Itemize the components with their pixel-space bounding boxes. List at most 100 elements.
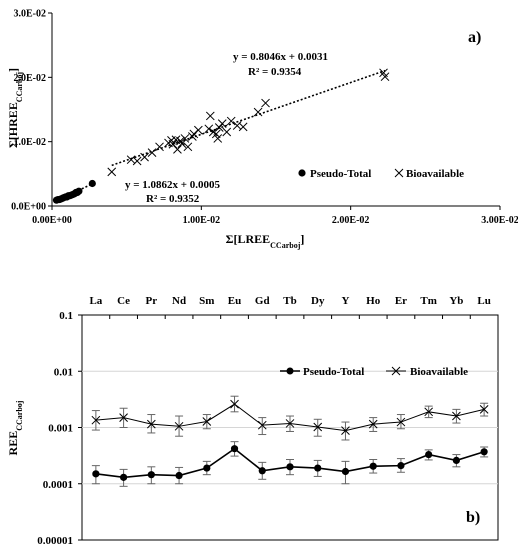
point-bioavailable xyxy=(424,407,434,417)
y-ticks-b: 0.00001 0.0001 0.001 0.01 0.1 xyxy=(37,310,82,547)
category-label-b: Y xyxy=(341,295,349,307)
point-pseudo-total xyxy=(258,467,266,475)
point-bioavailable xyxy=(380,72,390,82)
category-label-b: Gd xyxy=(255,295,270,307)
y-axis-title-b: REECCarboj xyxy=(6,400,24,455)
y-axis-title-a: Σ[HREECCarboj] xyxy=(6,68,24,148)
point-bioavailable xyxy=(214,123,224,132)
point-bioavailable xyxy=(230,399,239,409)
point-bioavailable xyxy=(368,419,378,429)
point-bioavailable xyxy=(193,125,203,135)
fit-equation-bioavailable: y = 0.8046x + 0.0031 xyxy=(233,51,328,63)
category-label-b: Dy xyxy=(311,295,325,307)
point-pseudo-total xyxy=(147,471,155,479)
y-tick-label-b: 0.001 xyxy=(48,423,73,435)
point-bioavailable xyxy=(183,142,193,152)
category-label-b: Lu xyxy=(477,295,490,307)
point-bioavailable xyxy=(180,134,190,143)
legend-a-pseudo-total-marker xyxy=(298,169,306,177)
point-bioavailable xyxy=(238,122,248,132)
point-bioavailable xyxy=(261,98,270,108)
y-tick-label-b: 0.0001 xyxy=(43,479,73,491)
legend-b-pseudo-total-label: Pseudo-Total xyxy=(303,366,364,378)
point-pseudo-total xyxy=(230,445,239,453)
category-label-b: Nd xyxy=(172,295,186,307)
category-label-b: Sm xyxy=(199,295,214,307)
point-pseudo-total xyxy=(341,467,350,476)
x-axis-title-a: Σ[LREECCarboj] xyxy=(226,232,305,250)
legend-a-bioavailable-marker xyxy=(394,168,404,178)
point-bioavailable xyxy=(253,107,263,117)
category-label-b: Pr xyxy=(146,295,158,307)
point-pseudo-total xyxy=(397,462,405,470)
point-pseudo-total xyxy=(425,450,433,459)
point-pseudo-total xyxy=(314,464,322,472)
point-bioavailable xyxy=(452,411,461,421)
point-bioavailable xyxy=(107,167,117,177)
legend-b-bioavailable-label: Bioavailable xyxy=(410,366,468,378)
legend-a-pseudo-total-label: Pseudo-Total xyxy=(310,168,371,180)
y-tick-label-a: 2.0E-02 xyxy=(14,73,47,84)
category-label-b: Yb xyxy=(449,295,463,307)
point-bioavailable xyxy=(202,417,212,426)
point-pseudo-total xyxy=(88,179,96,188)
legend-b: Pseudo-Total Bioavailable xyxy=(280,366,468,378)
y-tick-label-a: 3.0E-02 xyxy=(14,9,47,20)
point-bioavailable xyxy=(213,134,223,143)
panel-label-a: a) xyxy=(468,29,481,46)
point-bioavailable xyxy=(173,145,182,154)
trendline-pseudo-total xyxy=(56,183,93,202)
panel-label-b: b) xyxy=(466,509,480,526)
point-bioavailable xyxy=(222,127,232,137)
y-tick-label-a: 1.0E-02 xyxy=(14,137,47,148)
point-bioavailable xyxy=(204,124,214,134)
point-bioavailable xyxy=(177,139,187,148)
point-bioavailable xyxy=(147,148,157,157)
category-labels-b: La Ce Pr Nd Sm Eu Gd Tb Dy Y Ho Er Tm Yb Lu xyxy=(89,295,499,319)
category-label-b: Ho xyxy=(366,295,381,307)
legend-b-pseudo-total-marker xyxy=(286,367,294,375)
scatter-panel-a: 0.00E+00 1.00E-02 2.00E-02 3.00E-02 0.0E+00 1… xyxy=(6,9,518,250)
legend-b-bioavailable-marker xyxy=(391,366,401,376)
y-tick-label-a: 0.0E+00 xyxy=(11,202,46,213)
scatter-ticks: 0.00E+00 1.00E-02 2.00E-02 3.00E-02 0.0E+00 1… xyxy=(11,9,518,227)
point-bioavailable xyxy=(155,142,164,152)
point-bioavailable xyxy=(232,121,242,130)
point-bioavailable xyxy=(479,405,489,414)
point-bioavailable xyxy=(174,421,184,431)
fit-equation-pseudo-total: y = 1.0862x + 0.0005 xyxy=(125,179,221,191)
series-b xyxy=(91,395,489,487)
point-bioavailable xyxy=(257,420,267,430)
point-pseudo-total xyxy=(480,448,488,456)
line-panel-b: 0.00001 0.0001 0.001 0.01 0.1 La Ce Pr Nd Sm Eu Gd… xyxy=(6,295,499,547)
point-bioavailable xyxy=(205,111,215,121)
point-pseudo-total xyxy=(203,464,211,472)
point-bioavailable xyxy=(396,417,406,427)
point-pseudo-total xyxy=(120,473,128,481)
point-pseudo-total xyxy=(175,471,183,480)
point-pseudo-total xyxy=(452,456,460,465)
point-bioavailable xyxy=(146,419,156,429)
r2-bioavailable: R² = 0.9354 xyxy=(248,66,302,78)
point-bioavailable xyxy=(176,136,185,146)
category-label-b: Eu xyxy=(228,295,241,307)
point-bioavailable xyxy=(91,415,101,425)
point-bioavailable xyxy=(217,119,227,129)
point-bioavailable xyxy=(132,156,142,166)
point-pseudo-total xyxy=(92,470,100,478)
trendline-bioavailable xyxy=(111,69,386,167)
category-label-b: Ce xyxy=(117,295,130,307)
r2-pseudo-total: R² = 0.9352 xyxy=(146,193,200,205)
point-bioavailable xyxy=(285,419,295,428)
scatter-axes xyxy=(51,13,500,207)
point-pseudo-total xyxy=(369,462,377,470)
y-tick-label-b: 0.1 xyxy=(59,310,73,322)
point-bioavailable xyxy=(226,116,236,126)
legend-a-bioavailable-label: Bioavailable xyxy=(406,168,464,180)
legend-a: Pseudo-Total Bioavailable xyxy=(298,168,464,180)
point-bioavailable xyxy=(140,152,149,162)
x-tick-label-a: 0.00E+00 xyxy=(32,215,72,226)
point-bioavailable xyxy=(341,426,350,435)
category-label-b: Tb xyxy=(283,295,296,307)
